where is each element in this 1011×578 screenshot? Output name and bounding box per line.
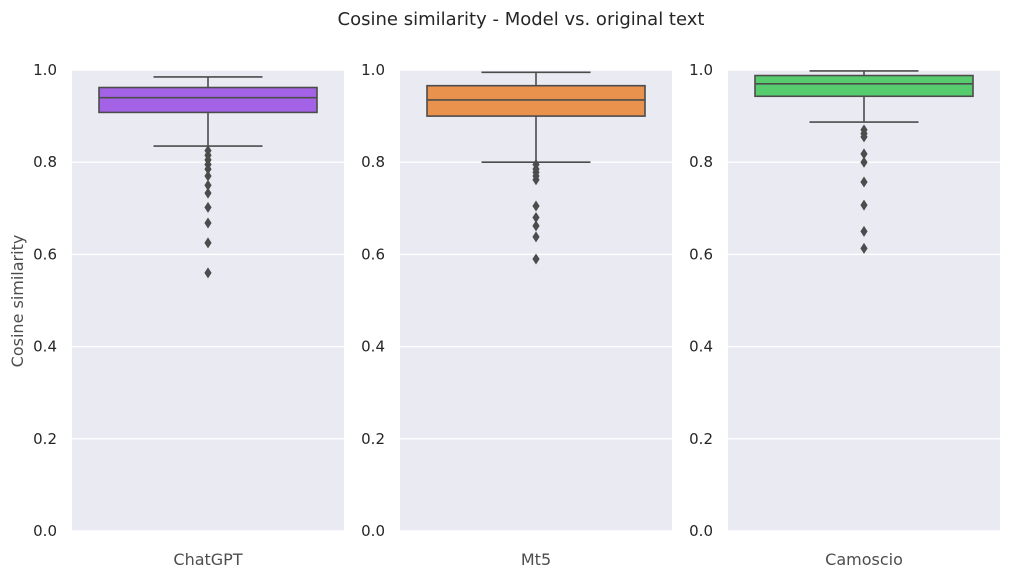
outlier-point (532, 220, 540, 232)
x-category-label: Camoscio (825, 550, 903, 569)
y-tick-label: 0.8 (361, 153, 385, 171)
panel-mt5: 0.0 0.2 0.4 0.6 0.8 1.0 Mt5 (361, 61, 672, 569)
outlier-point (860, 242, 868, 254)
y-tick-label: 1.0 (689, 61, 713, 79)
y-tick-label: 0.2 (689, 430, 713, 448)
outlier-point (532, 231, 540, 243)
y-tick-label: 0.8 (689, 153, 713, 171)
y-tick-label: 0.0 (33, 522, 57, 540)
y-tick-label: 0.6 (361, 245, 385, 263)
outlier-point (204, 237, 212, 249)
y-tick-label: 1.0 (361, 61, 385, 79)
iqr-box (754, 74, 974, 98)
outlier-point (204, 179, 212, 191)
plot-background (728, 70, 1000, 531)
outlier-point (204, 163, 212, 175)
x-category-label: Mt5 (521, 550, 551, 569)
y-tick-label: 0.6 (33, 245, 57, 263)
outlier-point (532, 253, 540, 265)
chart-title: Cosine similarity - Model vs. original t… (338, 9, 705, 30)
outlier-point (860, 148, 868, 160)
outlier-point (204, 267, 212, 279)
iqr-box (98, 86, 318, 114)
y-tick-label: 0.4 (361, 338, 385, 356)
y-axis-label: Cosine similarity (8, 235, 27, 368)
y-tick-label: 0.8 (33, 153, 57, 171)
y-tick-label: 0.0 (361, 522, 385, 540)
outlier-point (204, 201, 212, 213)
outlier-point (532, 200, 540, 212)
panel-camoscio: 0.0 0.2 0.4 0.6 0.8 1.0 Camoscio (689, 61, 1000, 569)
y-tick-label: 0.4 (33, 338, 57, 356)
y-tick-label: 1.0 (33, 61, 57, 79)
outlier-point (860, 131, 868, 143)
outlier-point (532, 212, 540, 224)
outlier-point (860, 225, 868, 237)
x-category-label: ChatGPT (173, 550, 242, 569)
outlier-point (204, 170, 212, 182)
y-tick-label: 0.0 (689, 522, 713, 540)
outlier-point (204, 217, 212, 229)
y-tick-label: 0.4 (689, 338, 713, 356)
panels-group: 0.0 0.2 0.4 0.6 0.8 1.0 ChatGPT 0.0 0.2 0.4 0.6 0.8… (33, 61, 1000, 569)
outlier-point (204, 187, 212, 199)
outlier-point (860, 176, 868, 188)
y-tick-label: 0.6 (689, 245, 713, 263)
y-tick-label: 0.2 (361, 430, 385, 448)
panel-chatgpt: 0.0 0.2 0.4 0.6 0.8 1.0 ChatGPT (33, 61, 344, 569)
outlier-point (860, 156, 868, 168)
outlier-point (860, 199, 868, 211)
y-tick-label: 0.2 (33, 430, 57, 448)
outlier-point (532, 174, 540, 186)
iqr-box (426, 84, 646, 117)
